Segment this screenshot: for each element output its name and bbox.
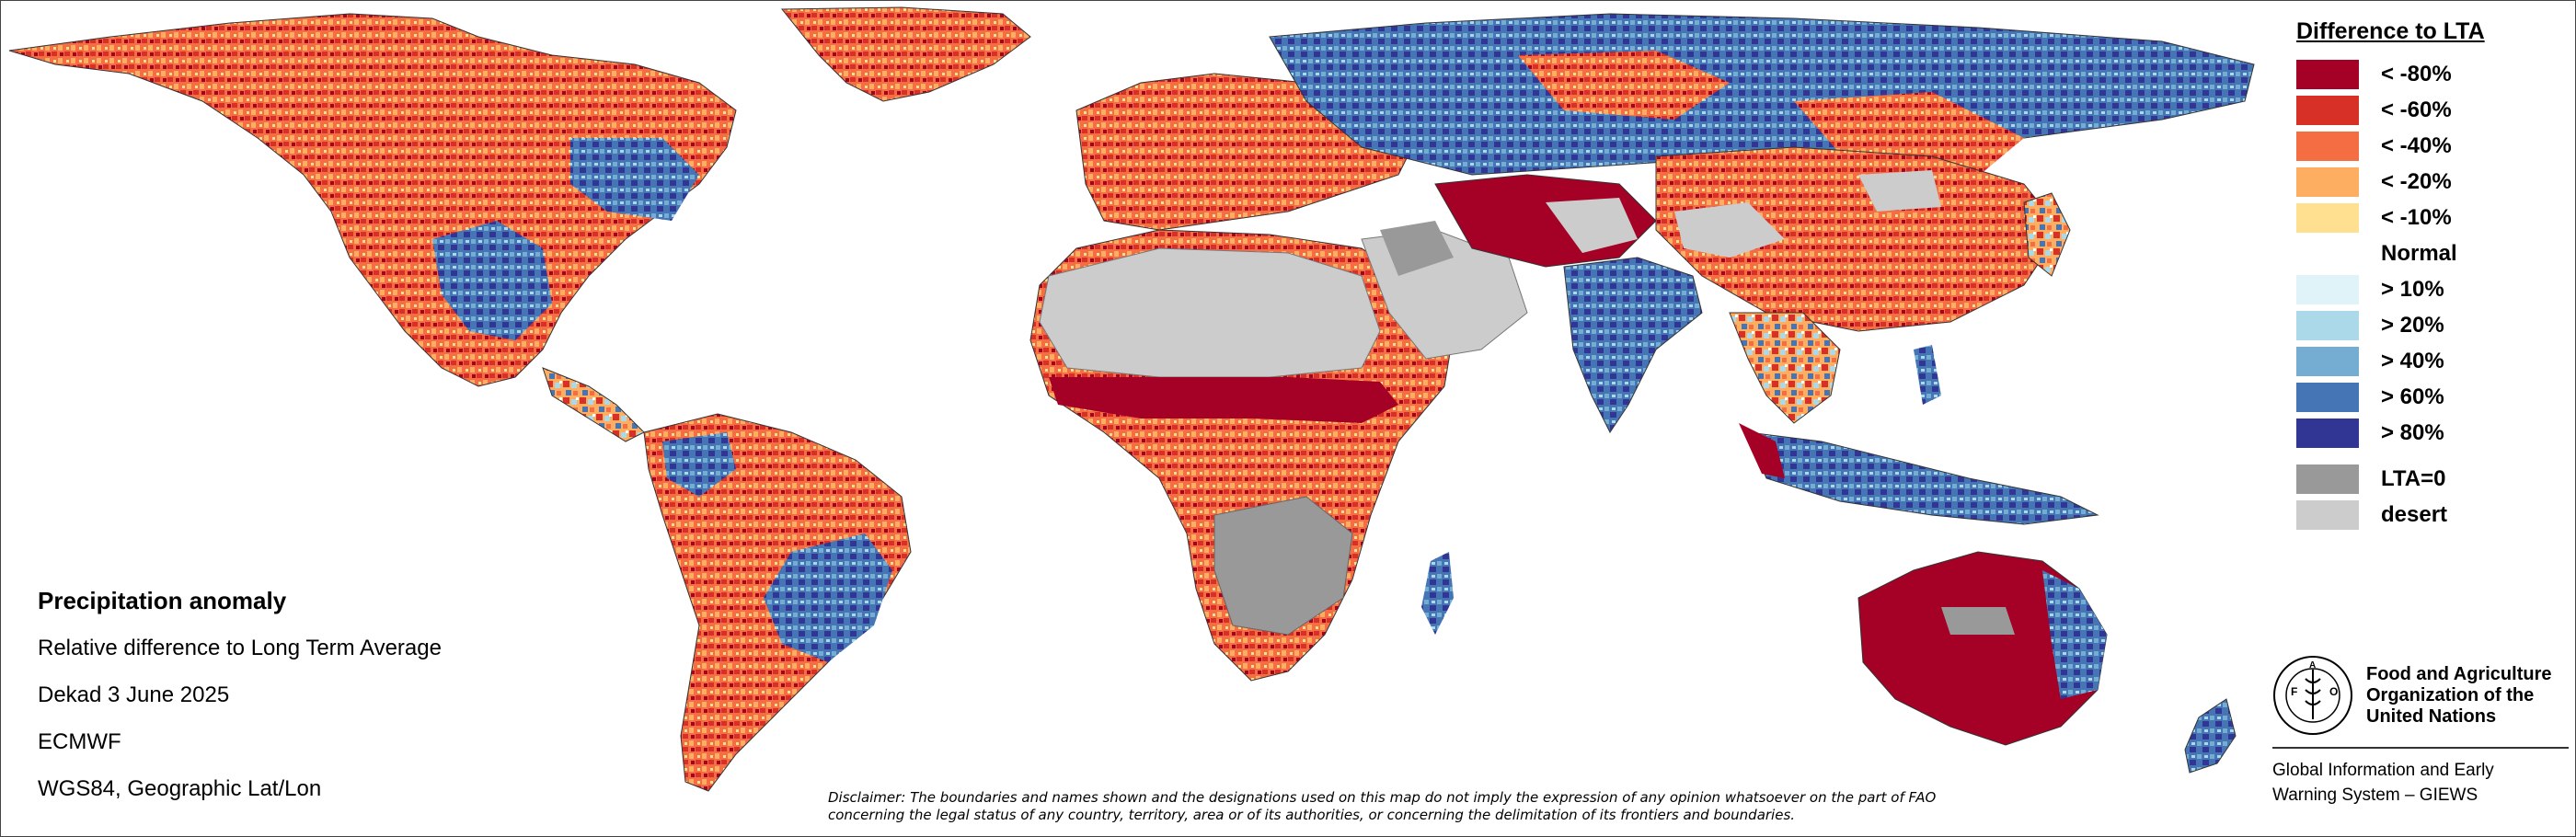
legend-title: Difference to LTA: [2296, 18, 2485, 44]
region-australia-east: [2042, 570, 2107, 699]
giews-label: Global Information and Early Warning Sys…: [2272, 758, 2567, 808]
map-legend: Difference to LTA < -80% < -60% < -40% < -2…: [2296, 18, 2572, 533]
legend-label: > 20%: [2381, 312, 2444, 338]
legend-item: > 40%: [2296, 343, 2572, 379]
legend-label: > 40%: [2381, 348, 2444, 373]
region-china: [1655, 146, 2062, 332]
info-subtitle: Relative difference to Long Term Average: [38, 636, 442, 660]
legend-label: < -10%: [2381, 204, 2452, 230]
giews-line-2: Warning System – GIEWS: [2272, 785, 2478, 805]
region-new-zealand: [2184, 698, 2237, 774]
legend-swatch: [2296, 59, 2359, 89]
fao-name-line-2: Organization of the: [2366, 684, 2535, 705]
legend-swatch: [2296, 499, 2359, 530]
legend-label: > 80%: [2381, 419, 2444, 445]
region-sahara: [1039, 247, 1381, 378]
legend-label: LTA=0: [2381, 465, 2446, 491]
region-southeast-asia: [1729, 312, 1841, 424]
region-north-america: [8, 13, 737, 387]
legend-label: desert: [2381, 501, 2448, 527]
legend-item: > 80%: [2296, 415, 2572, 451]
region-gobi-desert: [1858, 170, 1941, 212]
legend-swatch: [2296, 274, 2359, 304]
svg-text:F: F: [2291, 685, 2297, 698]
region-sahel: [1049, 377, 1398, 423]
fao-name-line-1: Food and Agriculture: [2366, 663, 2552, 684]
legend-item: > 20%: [2296, 307, 2572, 343]
legend-item: > 60%: [2296, 379, 2572, 415]
map-info: Precipitation anomaly Relative differenc…: [38, 587, 442, 823]
legend-swatch: [2296, 95, 2359, 125]
legend-items: < -80% < -60% < -40% < -20% < -10% Normal > 10…: [2296, 56, 2572, 451]
legend-swatch: [2296, 310, 2359, 340]
legend-item: < -80%: [2296, 56, 2572, 92]
legend-item: < -40%: [2296, 128, 2572, 164]
legend-label: > 10%: [2381, 276, 2444, 302]
legend-swatch: [2296, 131, 2359, 161]
region-indonesia: [1747, 431, 2099, 525]
legend-item: > 10%: [2296, 271, 2572, 307]
legend-label: > 60%: [2381, 384, 2444, 409]
legend-swatch: [2296, 464, 2359, 494]
region-madagascar: [1421, 552, 1454, 635]
legend-item: < -60%: [2296, 92, 2572, 128]
disclaimer-line-2: concerning the legal status of any count…: [828, 807, 1796, 823]
giews-line-1: Global Information and Early: [2272, 761, 2494, 780]
map-title: Precipitation anomaly: [38, 587, 287, 614]
region-india: [1563, 257, 1703, 433]
fao-divider: [2272, 747, 2569, 749]
legend-swatch: [2296, 346, 2359, 376]
legend-swatch: [2296, 382, 2359, 412]
legend-label: < -20%: [2381, 168, 2452, 194]
legend-swatch: [2296, 238, 2359, 269]
region-siberia-red: [1518, 51, 1730, 120]
region-amazon-north: [662, 432, 736, 497]
region-middle-east-gray: [1380, 221, 1454, 276]
legend-label: Normal: [2381, 240, 2457, 266]
legend-item: Normal: [2296, 235, 2572, 271]
legend-label: < -60%: [2381, 97, 2452, 122]
region-southern-africa: [1213, 496, 1353, 636]
legend-label: < -80%: [2381, 61, 2452, 86]
legend-swatch: [2296, 202, 2359, 233]
region-central-us: [432, 221, 552, 340]
region-philippines: [1914, 345, 1941, 405]
region-australia-desert: [1941, 607, 2015, 635]
svg-text:A: A: [2309, 660, 2316, 671]
legend-item: desert: [2296, 497, 2572, 533]
legend-item: LTA=0: [2296, 461, 2572, 497]
legend-item: < -10%: [2296, 200, 2572, 235]
region-greenland: [780, 6, 1031, 102]
region-central-asia-desert: [1546, 198, 1638, 253]
fao-name: Food and Agriculture Organization of the…: [2366, 664, 2551, 728]
legend-swatch: [2296, 418, 2359, 448]
legend-item: < -20%: [2296, 164, 2572, 200]
region-japan: [2023, 192, 2071, 277]
region-canada-blue: [570, 138, 699, 221]
legend-label: < -40%: [2381, 132, 2452, 158]
region-brazil-east: [764, 533, 892, 662]
disclaimer: Disclaimer: The boundaries and names sho…: [828, 789, 2116, 824]
info-projection: WGS84, Geographic Lat/Lon: [38, 776, 322, 801]
fao-logo-block: F O A Food and Agriculture Organization …: [2272, 655, 2569, 808]
region-central-america: [542, 367, 645, 442]
region-sumatra: [1739, 423, 1785, 478]
region-tibet-desert: [1674, 202, 1785, 258]
legend-extra-items: LTA=0 desert: [2296, 461, 2572, 533]
svg-text:O: O: [2329, 685, 2338, 698]
fao-name-line-3: United Nations: [2366, 705, 2497, 727]
disclaimer-line-1: Disclaimer: The boundaries and names sho…: [828, 789, 1937, 806]
info-period: Dekad 3 June 2025: [38, 682, 230, 707]
fao-emblem-icon: F O A: [2273, 656, 2352, 735]
info-source: ECMWF: [38, 729, 121, 754]
legend-swatch: [2296, 166, 2359, 197]
